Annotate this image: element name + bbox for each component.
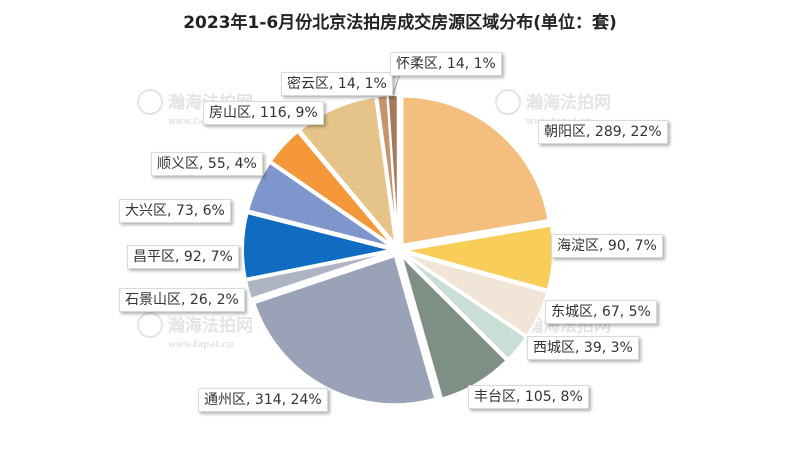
data-label-name: 石景山区 — [125, 292, 181, 308]
pie-slice-2 — [403, 251, 549, 338]
data-label-name: 密云区 — [287, 76, 329, 92]
data-label-percent: 9% — [295, 105, 318, 121]
data-label-name: 昌平区 — [133, 249, 175, 265]
data-label-10: 房山区, 116, 9% — [203, 101, 324, 125]
data-label-value: 26 — [189, 292, 208, 308]
data-label-name: 通州区 — [204, 392, 246, 408]
data-label-value: 55 — [207, 156, 226, 172]
pie-slice-10 — [298, 95, 397, 247]
data-label-percent: 2% — [216, 292, 239, 308]
data-label-11: 密云区, 14, 1% — [281, 72, 393, 96]
data-label-percent: 6% — [202, 203, 225, 219]
data-label-percent: 22% — [630, 124, 662, 140]
data-label-name: 丰台区 — [474, 389, 516, 405]
data-label-value: 92 — [183, 249, 202, 265]
svg-text:瀚海法拍网: 瀚海法拍网 — [525, 92, 611, 113]
svg-text:瀚海法拍网: 瀚海法拍网 — [167, 315, 253, 336]
watermark-logo: 瀚海法拍网 www.fapai.cn — [137, 312, 253, 350]
data-label-value: 39 — [583, 340, 602, 356]
pie-slice-5 — [253, 254, 437, 406]
data-label-percent: 7% — [634, 238, 657, 254]
data-label-value: 73 — [175, 203, 194, 219]
pie-slice-7 — [242, 211, 392, 280]
data-label-percent: 1% — [473, 56, 496, 72]
data-label-percent: 4% — [234, 156, 257, 172]
data-label-8: 大兴区, 73, 6% — [119, 199, 231, 223]
data-label-name: 东城区 — [551, 304, 593, 320]
leader-line-12 — [392, 73, 401, 96]
data-label-value: 314 — [254, 392, 282, 408]
pie-slice-8 — [247, 161, 393, 249]
chart-title: 2023年1-6月份北京法拍房成交房源区域分布(单位：套) — [183, 13, 617, 33]
data-label-name: 房山区 — [209, 105, 251, 121]
svg-text:www.fapai.cn: www.fapai.cn — [167, 117, 234, 127]
data-label-0: 朝阳区, 289, 22% — [538, 120, 668, 144]
data-label-percent: 1% — [364, 76, 387, 92]
data-label-name: 朝阳区 — [544, 124, 586, 140]
data-label-value: 14 — [446, 56, 465, 72]
pie-slice-9 — [269, 130, 394, 247]
data-label-7: 昌平区, 92, 7% — [127, 245, 239, 269]
data-label-name: 怀柔区 — [396, 56, 438, 72]
data-label-5: 通州区, 314, 24% — [198, 388, 328, 412]
data-label-value: 289 — [594, 124, 622, 140]
data-label-name: 大兴区 — [125, 203, 167, 219]
data-label-2: 东城区, 67, 5% — [545, 300, 657, 324]
data-label-value: 90 — [607, 238, 626, 254]
data-label-value: 116 — [259, 105, 287, 121]
data-label-value: 67 — [601, 304, 620, 320]
data-label-percent: 3% — [610, 340, 633, 356]
data-label-name: 海淀区 — [557, 238, 599, 254]
data-label-name: 顺义区 — [157, 156, 199, 172]
data-label-value: 105 — [524, 389, 552, 405]
data-label-percent: 24% — [290, 392, 322, 408]
data-label-9: 顺义区, 55, 4% — [151, 152, 263, 176]
data-label-3: 西城区, 39, 3% — [527, 336, 639, 360]
data-label-name: 西城区 — [533, 340, 575, 356]
pie-slice-0 — [401, 95, 550, 246]
data-label-value: 14 — [337, 76, 356, 92]
data-label-12: 怀柔区, 14, 1% — [390, 52, 502, 76]
data-label-percent: 8% — [560, 389, 583, 405]
pie-slice-3 — [402, 253, 528, 361]
data-label-4: 丰台区, 105, 8% — [468, 385, 589, 409]
pie-slice-4 — [399, 252, 508, 400]
svg-text:www.fapai.cn: www.fapai.cn — [167, 340, 234, 350]
data-label-6: 石景山区, 26, 2% — [119, 288, 245, 312]
data-label-percent: 7% — [210, 249, 233, 265]
pie-slice-6 — [244, 250, 392, 301]
data-label-percent: 5% — [628, 304, 651, 320]
data-label-1: 海淀区, 90, 7% — [551, 234, 663, 258]
